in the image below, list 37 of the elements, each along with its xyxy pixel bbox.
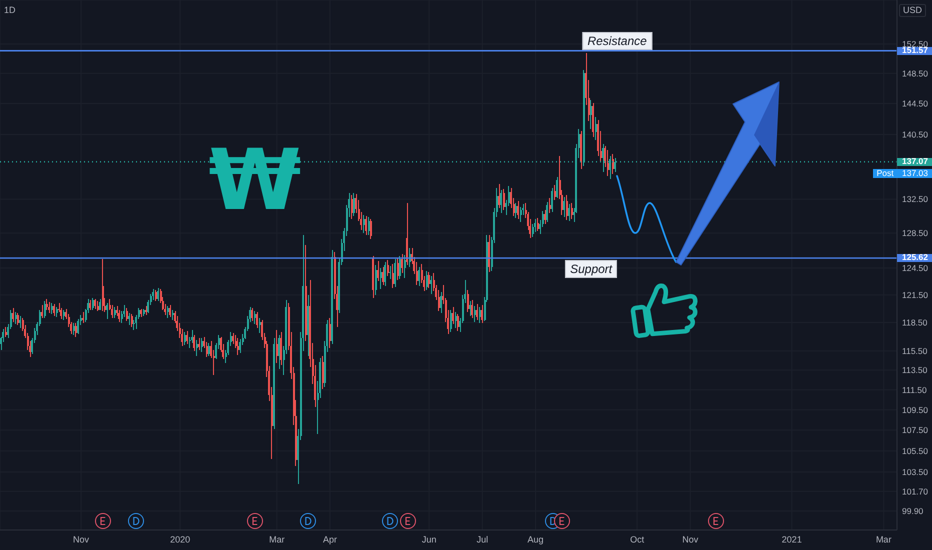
candlestick — [389, 266, 391, 279]
y-tick-label: 115.50 — [902, 346, 928, 356]
x-tick-label: Nov — [72, 534, 90, 544]
annotation: Resistance — [582, 32, 652, 50]
y-tick-label: 107.50 — [902, 425, 928, 436]
ref-line-label: 137.07 — [897, 156, 932, 166]
y-tick-label: 144.50 — [902, 98, 928, 109]
x-tick-label: 2021 — [782, 534, 802, 544]
y-tick-label: 148.50 — [902, 68, 928, 78]
y-tick-label: 121.50 — [902, 290, 928, 300]
y-tick-label: 101.70 — [902, 486, 928, 496]
x-tick-label: Apr — [323, 534, 338, 544]
x-tick-label: Aug — [528, 534, 544, 544]
y-tick-label: 140.50 — [902, 130, 928, 140]
x-tick-label: Jul — [476, 534, 488, 544]
ref-line-label: 125.62 — [897, 252, 932, 262]
y-axis-title: USD — [898, 4, 926, 17]
x-tick-label: Jun — [422, 534, 436, 544]
y-tick-label: 113.50 — [902, 365, 928, 376]
x-tick-label: 2020 — [170, 534, 190, 544]
y-tick-label: 103.50 — [902, 466, 928, 477]
y-tick-label: 124.50 — [902, 263, 928, 274]
x-tick-label: Nov — [682, 534, 699, 544]
annotation: ₩ — [208, 131, 302, 229]
x-tick-label: Oct — [630, 534, 645, 544]
y-tick-label: 132.50 — [902, 194, 928, 204]
annotation: Support — [565, 260, 618, 278]
x-tick-label: Mar — [269, 534, 285, 544]
y-tick-label: 99.90 — [902, 506, 924, 516]
annotation: Post 137.03 — [872, 168, 932, 178]
x-tick-label: Mar — [876, 534, 892, 544]
y-tick-label: 111.50 — [902, 384, 928, 395]
y-tick-label: 109.50 — [902, 404, 928, 415]
y-tick-label: 128.50 — [902, 228, 928, 238]
text: 1D — [4, 5, 16, 15]
y-tick-label: 105.50 — [902, 446, 928, 456]
y-tick-label: 118.50 — [902, 318, 928, 328]
